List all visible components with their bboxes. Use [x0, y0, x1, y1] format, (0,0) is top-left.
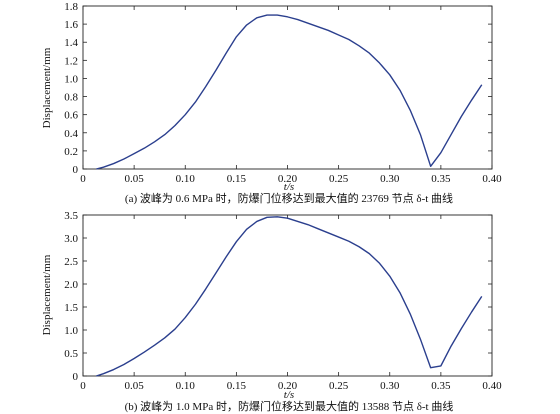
chart-b-xtick-label: 0.40 — [482, 380, 502, 392]
chart-b-ytick-label: 0 — [73, 371, 79, 383]
chart-b: 0 0.05 0.10 0.15 0.20 0.25 0.30 0.35 0.40 0 0.5 1.0… — [41, 210, 502, 413]
chart-b-xtick-label: 0.15 — [227, 380, 247, 392]
chart-a-xtick-label: 0.05 — [125, 173, 145, 185]
chart-a-xlabel: t/s — [284, 181, 294, 193]
chart-b-xtick-label: 0.10 — [176, 380, 196, 392]
chart-a-ytick-label: 1.4 — [64, 37, 78, 49]
chart-a-xtick-label: 0.10 — [176, 173, 196, 185]
chart-b-xtick-label: 0.35 — [431, 380, 451, 392]
chart-a-ylabel: Displacement/mm — [41, 47, 53, 128]
chart-b-ytick-label: 2.5 — [64, 256, 78, 268]
chart-a-ticks: 0 0.05 0.10 0.15 0.20 0.25 0.30 0.35 0.40 0 0.2 0.4… — [64, 1, 502, 185]
chart-a-ytick-label: 1.2 — [64, 55, 78, 67]
chart-a-ytick-label: 1.8 — [64, 1, 78, 13]
chart-a-caption: (a) 波峰为 0.6 MPa 时，防爆门位移达到最大值的 23769 节点 δ… — [125, 191, 453, 205]
chart-b-caption: (b) 波峰为 1.0 MPa 时，防爆门位移达到最大值的 13588 节点 δ… — [125, 399, 454, 413]
chart-b-ytick-label: 2.0 — [64, 279, 78, 291]
chart-a-series-line — [96, 14, 483, 170]
chart-b-ytick-label: 3.5 — [64, 210, 78, 222]
chart-a-xtick-label: 0.25 — [329, 173, 349, 185]
chart-a-xtick-label: 0.20 — [278, 173, 298, 185]
chart-a-ytick-label: 0.6 — [64, 110, 78, 122]
chart-a-xtick-label: 0.30 — [380, 173, 400, 185]
chart-b-ytick-label: 1.5 — [64, 302, 78, 314]
chart-b-ylabel: Displacement/mm — [41, 254, 53, 335]
chart-b-xlabel: t/s — [284, 389, 294, 401]
chart-b-xtick-label: 0.30 — [380, 380, 400, 392]
chart-a-xtick-label: 0.35 — [431, 173, 451, 185]
chart-a-xtick-label: 0.15 — [227, 173, 247, 185]
chart-b-ytick-label: 0.5 — [64, 348, 78, 360]
chart-b-ytick-label: 1.0 — [64, 325, 78, 337]
chart-b-xtick-label: 0.05 — [125, 380, 145, 392]
chart-a-ytick-label: 0.2 — [64, 146, 78, 158]
chart-a-frame — [82, 5, 493, 170]
chart-b-xtick-label: 0.20 — [278, 380, 298, 392]
chart-b-series-line — [96, 216, 483, 377]
chart-a-xtick-label: 0.40 — [482, 173, 502, 185]
chart-a-ytick-label: 0.4 — [64, 128, 78, 140]
chart-b-xtick-label: 0 — [80, 380, 86, 392]
chart-a-series — [96, 14, 483, 170]
chart-a: 0 0.05 0.10 0.15 0.20 0.25 0.30 0.35 0.40 0 0.2 0.4… — [41, 1, 502, 205]
chart-a-ytick-label: 1.0 — [64, 73, 78, 85]
chart-a-xtick-label: 0 — [80, 173, 86, 185]
chart-b-series — [96, 216, 483, 377]
chart-a-ytick-label: 0 — [73, 164, 79, 176]
chart-a-ytick-label: 1.6 — [64, 19, 78, 31]
chart-a-ytick-label: 0.8 — [64, 92, 78, 104]
chart-b-ytick-label: 3.0 — [64, 233, 78, 245]
chart-b-xtick-label: 0.25 — [329, 380, 349, 392]
chart-b-ticks: 0 0.05 0.10 0.15 0.20 0.25 0.30 0.35 0.40 0 0.5 1.0… — [64, 210, 502, 392]
